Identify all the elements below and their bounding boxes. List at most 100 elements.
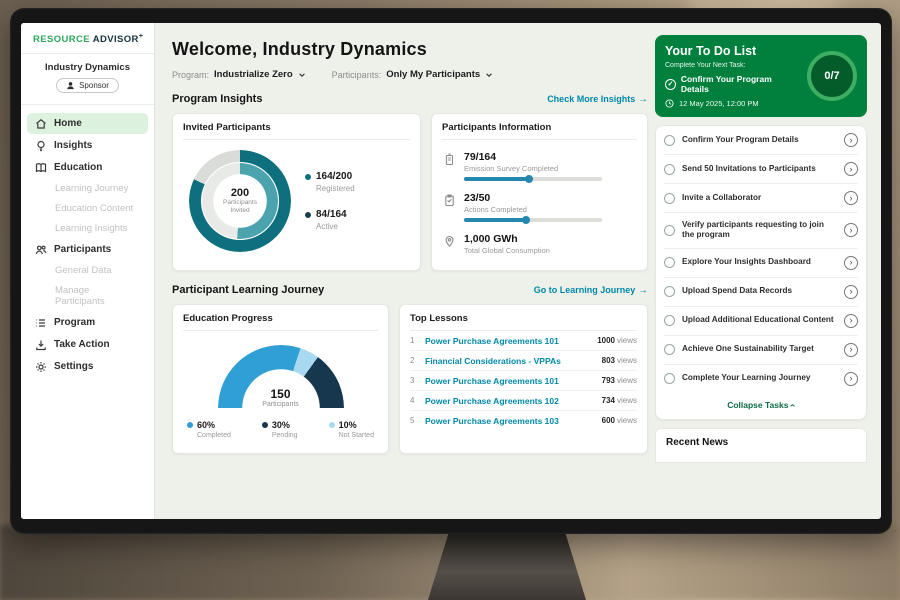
check-more-insights-link[interactable]: Check More Insights [547,94,648,105]
chevron-right-icon[interactable] [844,191,858,205]
card-title: Invited Participants [183,122,410,140]
lesson-title-link[interactable]: Power Purchase Agreements 101 [425,375,559,386]
task-row[interactable]: Upload Additional Educational Content [664,307,858,336]
todo-next-task-label: Confirm Your Program Details [680,74,772,94]
stat-value: 1,000 GWh [464,233,518,245]
program-filter[interactable]: Program: Industrialize Zero [172,69,306,80]
sidebar-item-settings[interactable]: Settings [27,356,148,377]
sidebar-item-education-content[interactable]: Education Content [27,199,148,218]
task-checkbox[interactable] [664,373,675,384]
recent-news-header[interactable]: Recent News [655,427,867,463]
participants-information-card: Participants Information 79/164 Emission… [431,113,648,271]
lesson-row: 1 Power Purchase Agreements 101 1000 view… [410,331,637,351]
people-icon [34,243,47,256]
card-title: Participants Information [442,122,637,140]
learning-journey-header: Participant Learning Journey Go to Learn… [172,284,648,296]
chevron-right-icon[interactable] [844,313,858,328]
lesson-row: 2 Financial Considerations - VPPAs 803 vi… [410,351,637,371]
program-filter-value: Industrialize Zero [214,69,293,80]
chevron-down-icon [298,72,305,77]
task-row[interactable]: Complete Your Learning Journey [664,365,858,393]
list-icon [34,316,47,329]
sidebar-item-education[interactable]: Education [27,157,148,178]
chevron-up-icon: › [787,403,799,407]
task-checkbox[interactable] [664,315,675,326]
sidebar-item-label: Learning Journey [55,183,129,195]
clock-icon [665,99,674,108]
task-checkbox[interactable] [664,286,675,297]
lesson-views: 600 views [602,416,637,425]
task-checkbox[interactable] [664,224,675,236]
monitor-frame: RESOURCE ADVISOR+ Industry Dynamics Spon… [10,8,892,534]
sidebar-item-label: Take Action [54,339,110,351]
sidebar-item-label: Home [54,118,82,130]
sidebar-item-home[interactable]: Home [27,113,148,135]
chevron-right-icon[interactable] [844,162,858,176]
card-title: Top Lessons [410,313,637,331]
sidebar-item-take-action[interactable]: Take Action [27,334,148,355]
legend-dot [305,211,311,218]
legend-pct: 30% [271,420,290,430]
task-checkbox[interactable] [664,163,675,175]
lesson-rank: 2 [410,356,415,365]
chevron-right-icon[interactable] [844,223,858,238]
task-row[interactable]: Verify participants requesting to join t… [664,213,858,249]
chevron-right-icon[interactable] [844,284,858,299]
todo-progress-ring: 0/7 [807,51,857,101]
task-checkbox[interactable] [664,257,675,268]
legend-label: Not Started [338,432,374,439]
views-unit: views [616,396,637,405]
book-icon [34,161,47,174]
donut-center-value: 200 [230,186,250,199]
lesson-title-link[interactable]: Power Purchase Agreements 101 [425,335,559,346]
lesson-row: 5 Power Purchase Agreements 103 600 views [410,411,637,430]
chevron-right-icon[interactable] [844,342,858,357]
task-row[interactable]: Achieve One Sustainability Target [664,336,858,365]
legend-dot [261,422,268,428]
todo-title: Your To Do List [665,44,757,58]
sidebar-item-label: Learning Insights [55,223,128,235]
views-count: 734 [601,396,615,405]
main-content: Welcome, Industry Dynamics Program: Indu… [155,23,649,519]
views-count: 803 [601,356,615,365]
task-checkbox[interactable] [664,344,675,355]
sidebar-item-insights[interactable]: Insights [27,135,148,156]
task-row[interactable]: Send 50 Invitations to Participants [664,155,858,184]
chevron-right-icon[interactable] [844,133,858,147]
legend-label: Active [316,222,338,231]
chevron-right-icon[interactable] [844,255,858,270]
task-checkbox[interactable] [664,192,675,204]
stat-label: Emission Survey Completed [464,164,559,173]
collapse-tasks-link[interactable]: Collapse Tasks› [664,393,858,419]
task-row[interactable]: Confirm Your Program Details [664,126,858,155]
sidebar-item-program[interactable]: Program [27,312,148,333]
brand-advisor: ADVISOR [92,34,139,46]
insights-card-row: Invited Participants 200 Participants In… [172,113,648,271]
lesson-title-link[interactable]: Power Purchase Agreements 103 [425,415,559,426]
legend-item-active: 84/164 Active [305,209,355,231]
task-row[interactable]: Explore Your Insights Dashboard [664,249,858,278]
go-to-learning-journey-link[interactable]: Go to Learning Journey [534,285,648,296]
sidebar-item-manage-participants[interactable]: Manage Participants [27,281,148,311]
task-label: Send 50 Invitations to Participants [682,163,816,173]
sidebar-item-participants[interactable]: Participants [27,239,148,260]
chevron-right-icon[interactable] [844,371,858,386]
task-label: Explore Your Insights Dashboard [682,257,811,267]
invited-donut-center: 200 Participants Invited [215,176,265,226]
sidebar-item-learning-insights[interactable]: Learning Insights [27,219,148,238]
task-checkbox[interactable] [664,134,675,146]
views-unit: views [616,416,637,425]
task-row[interactable]: Upload Spend Data Records [664,278,858,307]
task-row[interactable]: Invite a Collaborator [664,184,858,213]
participants-filter[interactable]: Participants: Only My Participants [332,69,494,80]
gauge-center-value: 150 [270,387,291,401]
todo-due-label: 12 May 2025, 12:00 PM [679,99,759,108]
person-icon [67,82,74,90]
sidebar-item-general-data[interactable]: General Data [27,261,148,280]
todo-header-card: Your To Do List Complete Your Next Task:… [655,35,867,117]
legend-value: 164/200 [316,171,353,182]
sidebar-item-learning-journey[interactable]: Learning Journey [27,179,148,198]
lesson-rank: 3 [410,376,415,385]
lesson-title-link[interactable]: Financial Considerations - VPPAs [425,355,561,366]
lesson-title-link[interactable]: Power Purchase Agreements 102 [425,395,559,406]
